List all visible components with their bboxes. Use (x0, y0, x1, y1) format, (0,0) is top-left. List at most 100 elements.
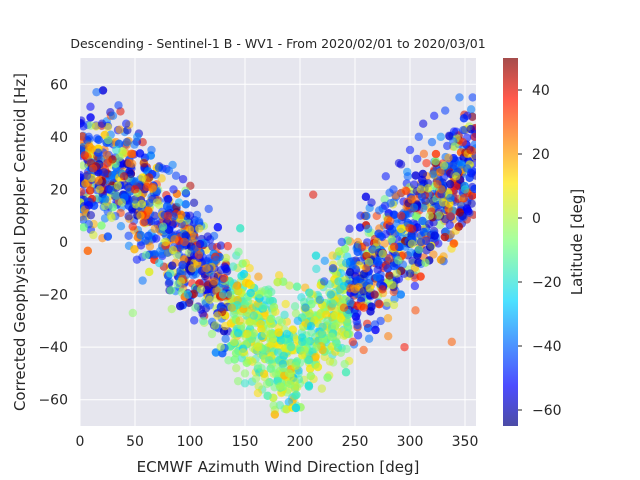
scatter-point (298, 337, 307, 347)
scatter-point (390, 210, 399, 219)
scatter-point (450, 142, 459, 151)
scatter-point (402, 186, 411, 196)
scatter-point (425, 219, 434, 229)
scatter-point (94, 135, 103, 145)
scatter-point (445, 179, 455, 189)
scatter-point (246, 280, 255, 290)
scatter-point (108, 203, 118, 212)
scatter-point (80, 223, 88, 232)
scatter-point (161, 237, 170, 247)
scatter-point (103, 232, 113, 241)
scatter-point (282, 329, 291, 339)
scatter-point (440, 232, 450, 242)
scatter-point (268, 337, 277, 347)
scatter-point (171, 171, 181, 180)
scatter-point (318, 322, 327, 331)
scatter-point (422, 158, 431, 168)
scatter-point (238, 259, 247, 268)
y-axis-label: Corrected Geophysical Doppler Centroid [… (11, 73, 29, 411)
scatter-point (221, 321, 230, 331)
scatter-point (86, 113, 95, 122)
scatter-point (228, 262, 238, 271)
scatter-point (144, 179, 153, 189)
scatter-point (418, 175, 427, 184)
scatter-point (185, 211, 195, 220)
scatter-point (226, 290, 235, 299)
scatter-point (408, 224, 417, 234)
scatter-point (301, 303, 310, 312)
scatter-point (327, 332, 336, 342)
scatter-point (374, 229, 383, 238)
colorbar-tick-label: 40 (532, 83, 550, 99)
scatter-point (323, 316, 332, 326)
scatter-point (260, 329, 269, 339)
scatter-point (328, 251, 337, 260)
scatter-point (470, 132, 476, 142)
scatter-point (345, 224, 354, 234)
scatter-point (309, 190, 318, 199)
scatter-point (158, 164, 167, 173)
y-axis-ticks: −60 −40 −20 0 20 40 60 (38, 77, 68, 408)
scatter-point (273, 348, 283, 357)
scatter-point (99, 168, 109, 177)
scatter-point (342, 344, 351, 354)
scatter-point (117, 198, 127, 207)
scatter-point (229, 337, 239, 347)
scatter-point (386, 216, 395, 226)
scatter-point (216, 342, 225, 352)
scatter-point (341, 368, 351, 377)
scatter-point (323, 373, 332, 382)
scatter-point (233, 376, 243, 386)
scatter-point (150, 250, 159, 259)
scatter-point (230, 355, 239, 364)
scatter-point (106, 211, 116, 220)
scatter-point (176, 210, 186, 219)
scatter-point (463, 111, 472, 121)
scatter-point (419, 119, 428, 128)
scatter-point (356, 211, 365, 220)
scatter-point (151, 234, 161, 243)
scatter-point (176, 301, 185, 311)
scatter-point (439, 161, 449, 170)
scatter-point (97, 221, 106, 230)
scatter-point (218, 290, 228, 299)
colorbar-tick-label: 20 (532, 147, 550, 163)
scatter-point (138, 276, 147, 285)
scatter-point (284, 369, 294, 378)
scatter-point (438, 198, 448, 207)
scatter-point (295, 344, 304, 353)
scatter-point (233, 328, 243, 338)
scatter-point (108, 111, 118, 121)
scatter-point (183, 290, 192, 299)
x-tick-label: 50 (126, 434, 144, 450)
scatter-point (351, 312, 361, 321)
scatter-point (292, 390, 301, 400)
scatter-point (235, 316, 244, 326)
scatter-point (458, 137, 467, 147)
scatter-point (181, 231, 190, 240)
scatter-point (240, 379, 250, 388)
scatter-point (459, 194, 468, 203)
scatter-point (372, 272, 382, 282)
scatter-point (124, 231, 133, 240)
scatter-point (449, 127, 459, 136)
scatter-point (126, 169, 136, 179)
scatter-point (328, 299, 337, 308)
scatter-point (462, 205, 472, 214)
scatter-point (287, 342, 296, 352)
scatter-point (100, 201, 110, 211)
scatter-point (213, 223, 223, 232)
scatter-point (89, 230, 98, 240)
scatter-point (125, 158, 134, 168)
scatter-point (414, 258, 423, 267)
scatter-point (136, 211, 145, 220)
scatter-point (166, 269, 175, 278)
scatter-point (181, 189, 191, 198)
scatter-point (427, 137, 437, 147)
scatter-point (273, 277, 282, 287)
scatter-point (304, 356, 313, 365)
scatter-point (92, 87, 101, 97)
scatter-point (443, 141, 452, 151)
scatter-point (108, 170, 117, 180)
scatter-point (124, 212, 133, 221)
